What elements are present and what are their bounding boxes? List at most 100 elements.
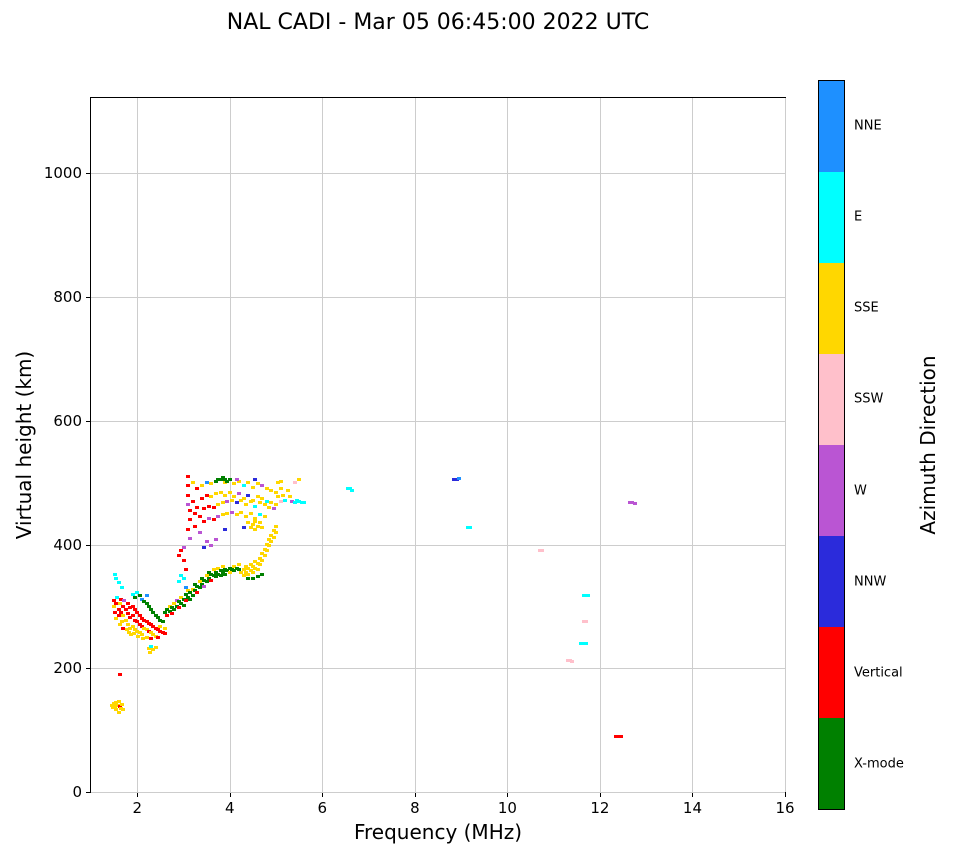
data-point bbox=[181, 546, 186, 550]
data-point bbox=[117, 704, 122, 708]
data-point bbox=[200, 583, 205, 587]
data-point bbox=[616, 734, 621, 738]
data-point bbox=[126, 630, 131, 634]
colorbar-label-nne: NNE bbox=[854, 118, 882, 134]
colorbar-segment-w bbox=[819, 445, 844, 536]
data-point bbox=[119, 611, 124, 615]
data-point bbox=[255, 494, 260, 498]
data-point bbox=[213, 492, 218, 496]
data-point bbox=[197, 586, 202, 590]
data-point bbox=[345, 487, 350, 491]
data-point bbox=[216, 572, 221, 576]
data-point bbox=[250, 564, 255, 568]
data-point bbox=[220, 513, 225, 517]
data-point bbox=[260, 558, 265, 562]
data-point bbox=[139, 632, 144, 636]
data-point bbox=[197, 530, 202, 534]
data-point bbox=[142, 626, 147, 630]
data-point bbox=[223, 527, 228, 531]
colorbar-label-nnw: NNW bbox=[854, 574, 887, 590]
data-point bbox=[126, 601, 130, 605]
data-point bbox=[241, 496, 246, 500]
data-point bbox=[146, 622, 151, 626]
data-point bbox=[109, 703, 114, 707]
data-point bbox=[297, 499, 302, 503]
data-point bbox=[193, 524, 198, 528]
data-point bbox=[227, 570, 232, 574]
data-point bbox=[225, 569, 230, 573]
data-point bbox=[287, 494, 292, 498]
data-point bbox=[274, 524, 279, 528]
data-point bbox=[119, 706, 124, 710]
data-point bbox=[126, 612, 130, 616]
chart-title: NAL CADI - Mar 05 06:45:00 2022 UTC bbox=[226, 10, 650, 35]
data-point bbox=[581, 593, 586, 597]
colorbar-label-sse: SSE bbox=[854, 300, 879, 316]
data-point bbox=[146, 646, 151, 650]
data-point bbox=[271, 535, 276, 539]
data-point bbox=[144, 628, 149, 632]
data-point bbox=[232, 564, 237, 568]
data-point bbox=[176, 554, 181, 558]
data-point bbox=[116, 608, 121, 612]
data-point bbox=[163, 626, 168, 630]
data-point bbox=[172, 601, 177, 605]
data-point bbox=[137, 630, 142, 634]
grid-line-horizontal bbox=[91, 668, 785, 670]
data-point bbox=[250, 486, 255, 490]
data-point bbox=[294, 498, 299, 502]
data-point bbox=[116, 581, 121, 585]
data-point bbox=[468, 525, 473, 529]
data-point bbox=[246, 577, 251, 581]
x-tick-label: 2 bbox=[132, 799, 143, 817]
data-point bbox=[618, 734, 623, 738]
data-point bbox=[160, 630, 165, 634]
data-point bbox=[144, 601, 149, 605]
data-point bbox=[169, 606, 174, 610]
data-point bbox=[225, 512, 230, 516]
data-point bbox=[253, 478, 258, 482]
data-point bbox=[246, 481, 251, 485]
data-point bbox=[218, 490, 223, 494]
x-axis-label: Frequency (MHz) bbox=[353, 820, 523, 844]
data-point bbox=[135, 629, 140, 633]
data-point bbox=[195, 585, 200, 589]
data-point bbox=[216, 515, 221, 519]
data-point bbox=[213, 570, 218, 574]
data-point bbox=[257, 513, 262, 517]
data-point bbox=[202, 585, 207, 589]
data-point bbox=[179, 574, 184, 577]
y-tick-label: 400 bbox=[53, 535, 82, 554]
data-point bbox=[146, 604, 151, 608]
data-point bbox=[202, 519, 207, 523]
data-point bbox=[267, 538, 272, 542]
data-point bbox=[250, 498, 255, 502]
data-point bbox=[614, 734, 619, 738]
data-point bbox=[232, 569, 237, 573]
data-point bbox=[137, 593, 142, 597]
data-point bbox=[137, 614, 142, 618]
data-point bbox=[218, 478, 223, 482]
data-point bbox=[299, 501, 304, 505]
data-point bbox=[130, 624, 135, 628]
data-point bbox=[257, 521, 262, 525]
data-point bbox=[176, 599, 181, 603]
data-point bbox=[197, 515, 202, 519]
data-point bbox=[156, 628, 161, 632]
data-point bbox=[113, 705, 118, 709]
data-point bbox=[142, 599, 147, 603]
data-point bbox=[139, 617, 144, 621]
data-point bbox=[227, 478, 232, 482]
y-axis-tick bbox=[86, 420, 91, 422]
data-point bbox=[540, 549, 545, 553]
data-point bbox=[165, 614, 170, 618]
data-point bbox=[129, 632, 134, 636]
y-axis-tick bbox=[86, 173, 91, 175]
data-point bbox=[112, 604, 117, 608]
x-axis-tick bbox=[785, 792, 786, 797]
data-point bbox=[174, 598, 179, 602]
data-point bbox=[216, 502, 221, 506]
data-point bbox=[188, 518, 193, 522]
data-point bbox=[176, 606, 181, 610]
data-point bbox=[176, 580, 181, 584]
